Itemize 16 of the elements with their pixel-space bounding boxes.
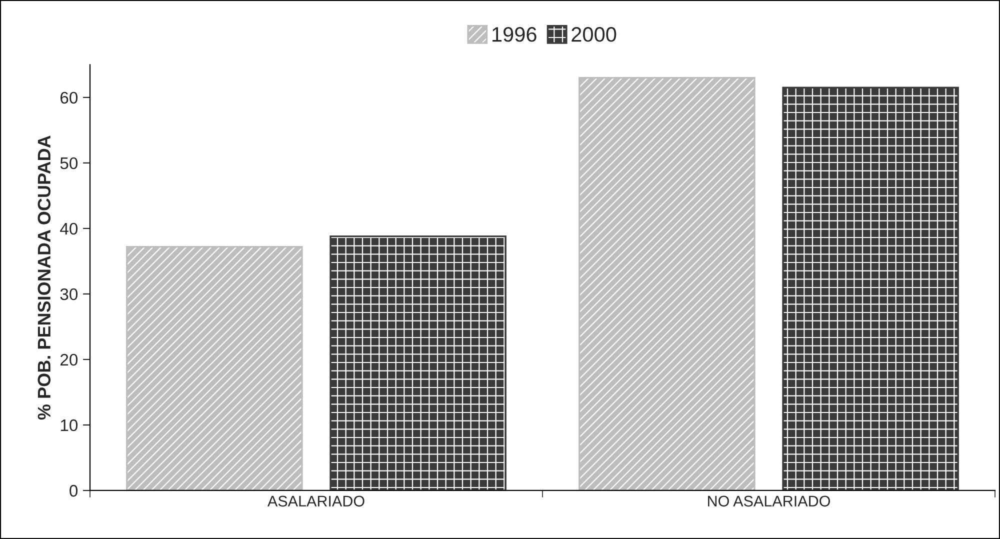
y-axis-title: % POB. PENSIONADA OCUPADA <box>38 136 51 420</box>
legend-label: 1996 <box>492 27 536 42</box>
y-tick-label: 10 <box>60 419 78 432</box>
y-tick-label: 20 <box>60 354 78 366</box>
bar <box>578 76 756 490</box>
y-tick-label: 0 <box>70 484 78 497</box>
bar <box>126 246 303 490</box>
x-tick-label: NO ASALARIADO <box>708 496 830 507</box>
y-tick-label: 60 <box>60 92 78 104</box>
bar <box>782 86 959 490</box>
y-tick-label: 50 <box>60 157 78 170</box>
x-tick-label: ASALARIADO <box>267 496 364 507</box>
y-tick-label: 40 <box>60 222 78 235</box>
bar <box>330 235 506 490</box>
y-tick-label: 30 <box>60 288 78 300</box>
legend-label: 2000 <box>572 27 616 42</box>
